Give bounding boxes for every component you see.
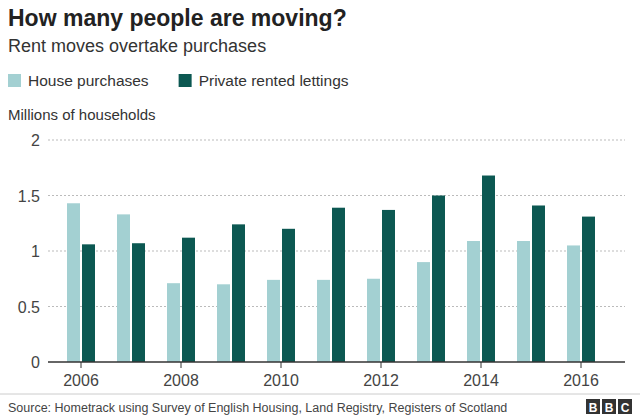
bar — [382, 210, 395, 362]
logo-letter: C — [621, 401, 630, 415]
y-tick-label: 1.5 — [18, 188, 40, 205]
bar — [482, 176, 495, 362]
bar — [132, 243, 145, 362]
x-axis — [48, 361, 625, 363]
y-tick-label: 2 — [31, 132, 40, 149]
bar — [467, 241, 480, 362]
bar — [317, 280, 330, 362]
logo-letter: B — [605, 401, 614, 415]
grid-line — [48, 140, 625, 141]
legend-swatch — [179, 74, 192, 87]
legend-label: Private rented lettings — [199, 72, 349, 89]
bar — [582, 217, 595, 362]
bar — [532, 205, 545, 362]
x-tick-label: 2016 — [563, 372, 599, 389]
bar — [82, 244, 95, 362]
bar — [332, 208, 345, 362]
logo-box — [602, 399, 616, 414]
x-tick — [281, 362, 282, 368]
bar — [117, 214, 130, 362]
y-axis-label: Millions of households — [8, 106, 156, 123]
x-tick — [381, 362, 382, 368]
legend-swatch — [8, 74, 21, 87]
footer-rule — [0, 394, 640, 395]
legend-entry: Private rented lettings — [179, 72, 349, 89]
x-tick-label: 2014 — [463, 372, 499, 389]
grid-line — [48, 195, 625, 196]
x-tick — [481, 362, 482, 368]
y-tick-label: 0 — [31, 354, 40, 371]
logo-box — [618, 399, 632, 414]
bar — [567, 245, 580, 362]
y-tick-label: 0.5 — [18, 299, 40, 316]
logo: BBC — [586, 399, 632, 415]
bar — [432, 196, 445, 363]
source: Source: Hometrack using Survey of Englis… — [8, 401, 507, 415]
x-tick-label: 2006 — [63, 372, 99, 389]
bar — [182, 238, 195, 362]
bar — [217, 284, 230, 362]
y-tick-label: 1 — [31, 243, 40, 260]
legend-entry: House purchases — [8, 72, 149, 89]
x-tick-label: 2012 — [363, 372, 399, 389]
subtitle: Rent moves overtake purchases — [8, 36, 266, 56]
x-tick-label: 2008 — [163, 372, 199, 389]
chart: How many people are moving? Rent moves ov… — [0, 0, 640, 420]
bar — [67, 203, 80, 362]
x-tick — [581, 362, 582, 368]
bar — [232, 224, 245, 362]
bar — [167, 283, 180, 362]
bar — [417, 262, 430, 362]
bars — [67, 176, 595, 362]
bar — [367, 279, 380, 362]
bar — [517, 241, 530, 362]
logo-box — [586, 399, 600, 414]
bar — [267, 280, 280, 362]
title: How many people are moving? — [8, 5, 347, 31]
x-tick — [81, 362, 82, 368]
x-tick — [181, 362, 182, 368]
logo-letter: B — [589, 401, 598, 415]
legend-label: House purchases — [28, 72, 149, 89]
bar — [282, 229, 295, 362]
x-tick-label: 2010 — [263, 372, 299, 389]
